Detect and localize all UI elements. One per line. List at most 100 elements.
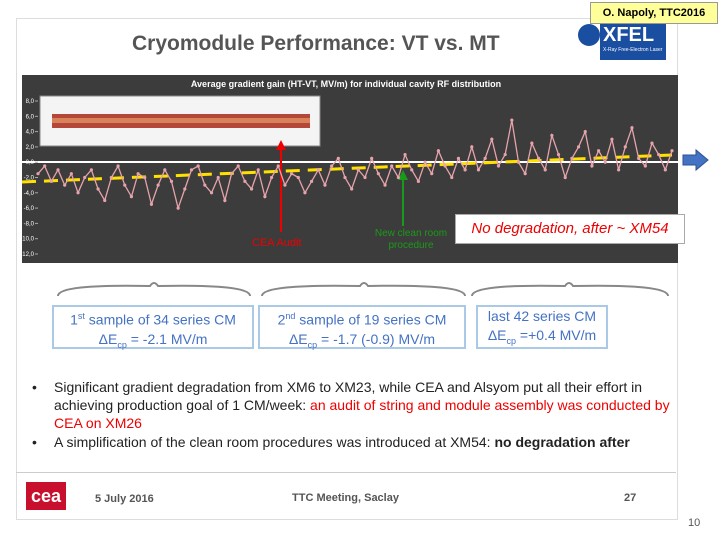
chart-title: Average gradient gain (HT-VT, MV/m) for … bbox=[191, 79, 501, 89]
y-tick-label: -2,0 bbox=[24, 176, 35, 182]
data-point bbox=[630, 126, 634, 130]
data-point bbox=[36, 172, 40, 176]
data-point bbox=[63, 183, 67, 187]
data-point bbox=[123, 183, 127, 187]
data-point bbox=[490, 137, 494, 141]
y-tick-label: -8,0 bbox=[24, 221, 35, 227]
bullet-body: A simplification of the clean room proce… bbox=[54, 433, 672, 451]
y-tick-label: 6,0 bbox=[26, 114, 35, 120]
summary-box: last 42 series CM ΔEcp =+0.4 MV/m bbox=[476, 305, 608, 349]
data-point bbox=[556, 152, 561, 157]
data-point bbox=[637, 156, 641, 160]
data-point bbox=[657, 152, 661, 157]
bullet-text: A simplification of the clean room proce… bbox=[54, 434, 495, 450]
bullet-dot: • bbox=[32, 379, 37, 395]
y-tick-label: 4,0 bbox=[26, 130, 35, 136]
box-text: sample of 34 series CM bbox=[84, 311, 236, 328]
module-photo bbox=[39, 95, 321, 147]
data-point bbox=[223, 198, 227, 203]
data-point bbox=[583, 130, 587, 134]
logo-subtitle: X-Ray Free-Electron Laser bbox=[603, 47, 663, 53]
data-point bbox=[383, 183, 387, 187]
y-tick-label: -6,0 bbox=[24, 206, 35, 212]
procedure-arrowhead bbox=[398, 170, 408, 180]
brace bbox=[471, 282, 669, 297]
y-tick-label: 8,0 bbox=[26, 99, 35, 105]
y-tick-label: -12,0 bbox=[20, 252, 34, 258]
data-point bbox=[243, 179, 247, 183]
slide-title: Cryomodule Performance: VT vs. MT bbox=[132, 32, 500, 55]
data-point bbox=[523, 172, 527, 176]
date: 5 July 2016 bbox=[95, 493, 154, 505]
brace bbox=[57, 282, 251, 297]
data-point bbox=[443, 164, 447, 168]
y-tick-label: -10,0 bbox=[20, 237, 34, 243]
box-text: sample of 19 series CM bbox=[295, 311, 447, 328]
data-point bbox=[330, 164, 334, 168]
data-point bbox=[376, 172, 380, 176]
bullet-body: Significant gradient degradation from XM… bbox=[54, 378, 672, 432]
data-point bbox=[129, 195, 134, 199]
data-point bbox=[356, 168, 360, 172]
credit: O. Napoly, TTC2016 bbox=[590, 2, 718, 24]
data-point bbox=[143, 175, 147, 180]
logo: XFEL X-Ray Free-Electron Laser bbox=[600, 24, 666, 60]
data-point bbox=[209, 191, 214, 195]
page-number: 10 bbox=[688, 517, 701, 529]
data-point bbox=[43, 164, 47, 168]
data-point bbox=[69, 172, 73, 176]
data-point bbox=[576, 145, 581, 149]
box-number: 1 bbox=[70, 311, 78, 328]
audit-arrowhead bbox=[276, 140, 286, 150]
data-point bbox=[456, 156, 461, 160]
data-point bbox=[643, 164, 647, 168]
data-point bbox=[476, 168, 481, 172]
data-point bbox=[323, 183, 327, 187]
data-point bbox=[76, 191, 80, 195]
data-point bbox=[370, 156, 374, 160]
box-suffix: st bbox=[77, 311, 85, 321]
y-tick-label: -4,0 bbox=[24, 191, 35, 197]
summary-box: 2nd sample of 19 series CM ΔEcp = -1.7 (-… bbox=[258, 305, 466, 349]
data-point bbox=[570, 156, 574, 160]
box-suffix: nd bbox=[285, 311, 296, 321]
bullet: • A simplification of the clean room proc… bbox=[32, 433, 672, 451]
delta-sub: cp bbox=[117, 339, 127, 350]
data-point bbox=[516, 160, 521, 164]
box-value: ΔEcp = -2.1 MV/m bbox=[54, 330, 252, 355]
data-point bbox=[116, 164, 120, 168]
data-point bbox=[216, 175, 220, 180]
data-point bbox=[410, 168, 414, 172]
data-point bbox=[263, 195, 267, 199]
data-point bbox=[623, 145, 627, 149]
data-point bbox=[283, 183, 287, 187]
data-point bbox=[423, 160, 427, 164]
summary-box: 1st sample of 34 series CM ΔEcp = -2.1 MV… bbox=[52, 305, 254, 349]
data-point bbox=[403, 152, 407, 157]
data-point bbox=[596, 149, 601, 153]
annotation-callout: No degradation, after ~ XM54 bbox=[455, 214, 685, 244]
data-point bbox=[470, 145, 474, 149]
data-point bbox=[530, 141, 534, 145]
data-point bbox=[83, 175, 87, 180]
footer-logo: cea bbox=[26, 482, 66, 510]
y-tick-label: 0,0 bbox=[26, 160, 35, 166]
data-point bbox=[430, 172, 434, 176]
data-point bbox=[149, 202, 154, 206]
data-point bbox=[650, 141, 654, 145]
data-point bbox=[350, 187, 354, 191]
footer-rule bbox=[16, 472, 676, 473]
data-point bbox=[249, 187, 254, 191]
box-label: 1st sample of 34 series CM bbox=[54, 307, 252, 330]
data-point bbox=[563, 175, 567, 180]
delta: ΔE bbox=[98, 330, 118, 347]
delta-sub: cp bbox=[307, 339, 318, 350]
data-point bbox=[503, 152, 507, 157]
data-point bbox=[510, 118, 514, 122]
box-value: ΔEcp =+0.4 MV/m bbox=[478, 326, 606, 351]
data-point bbox=[536, 156, 541, 160]
bullet: • Significant gradient degradation from X… bbox=[32, 378, 672, 432]
bullet-text: Significant gradient degradation from XM… bbox=[54, 379, 643, 413]
data-point bbox=[463, 168, 467, 172]
data-point bbox=[296, 175, 300, 180]
